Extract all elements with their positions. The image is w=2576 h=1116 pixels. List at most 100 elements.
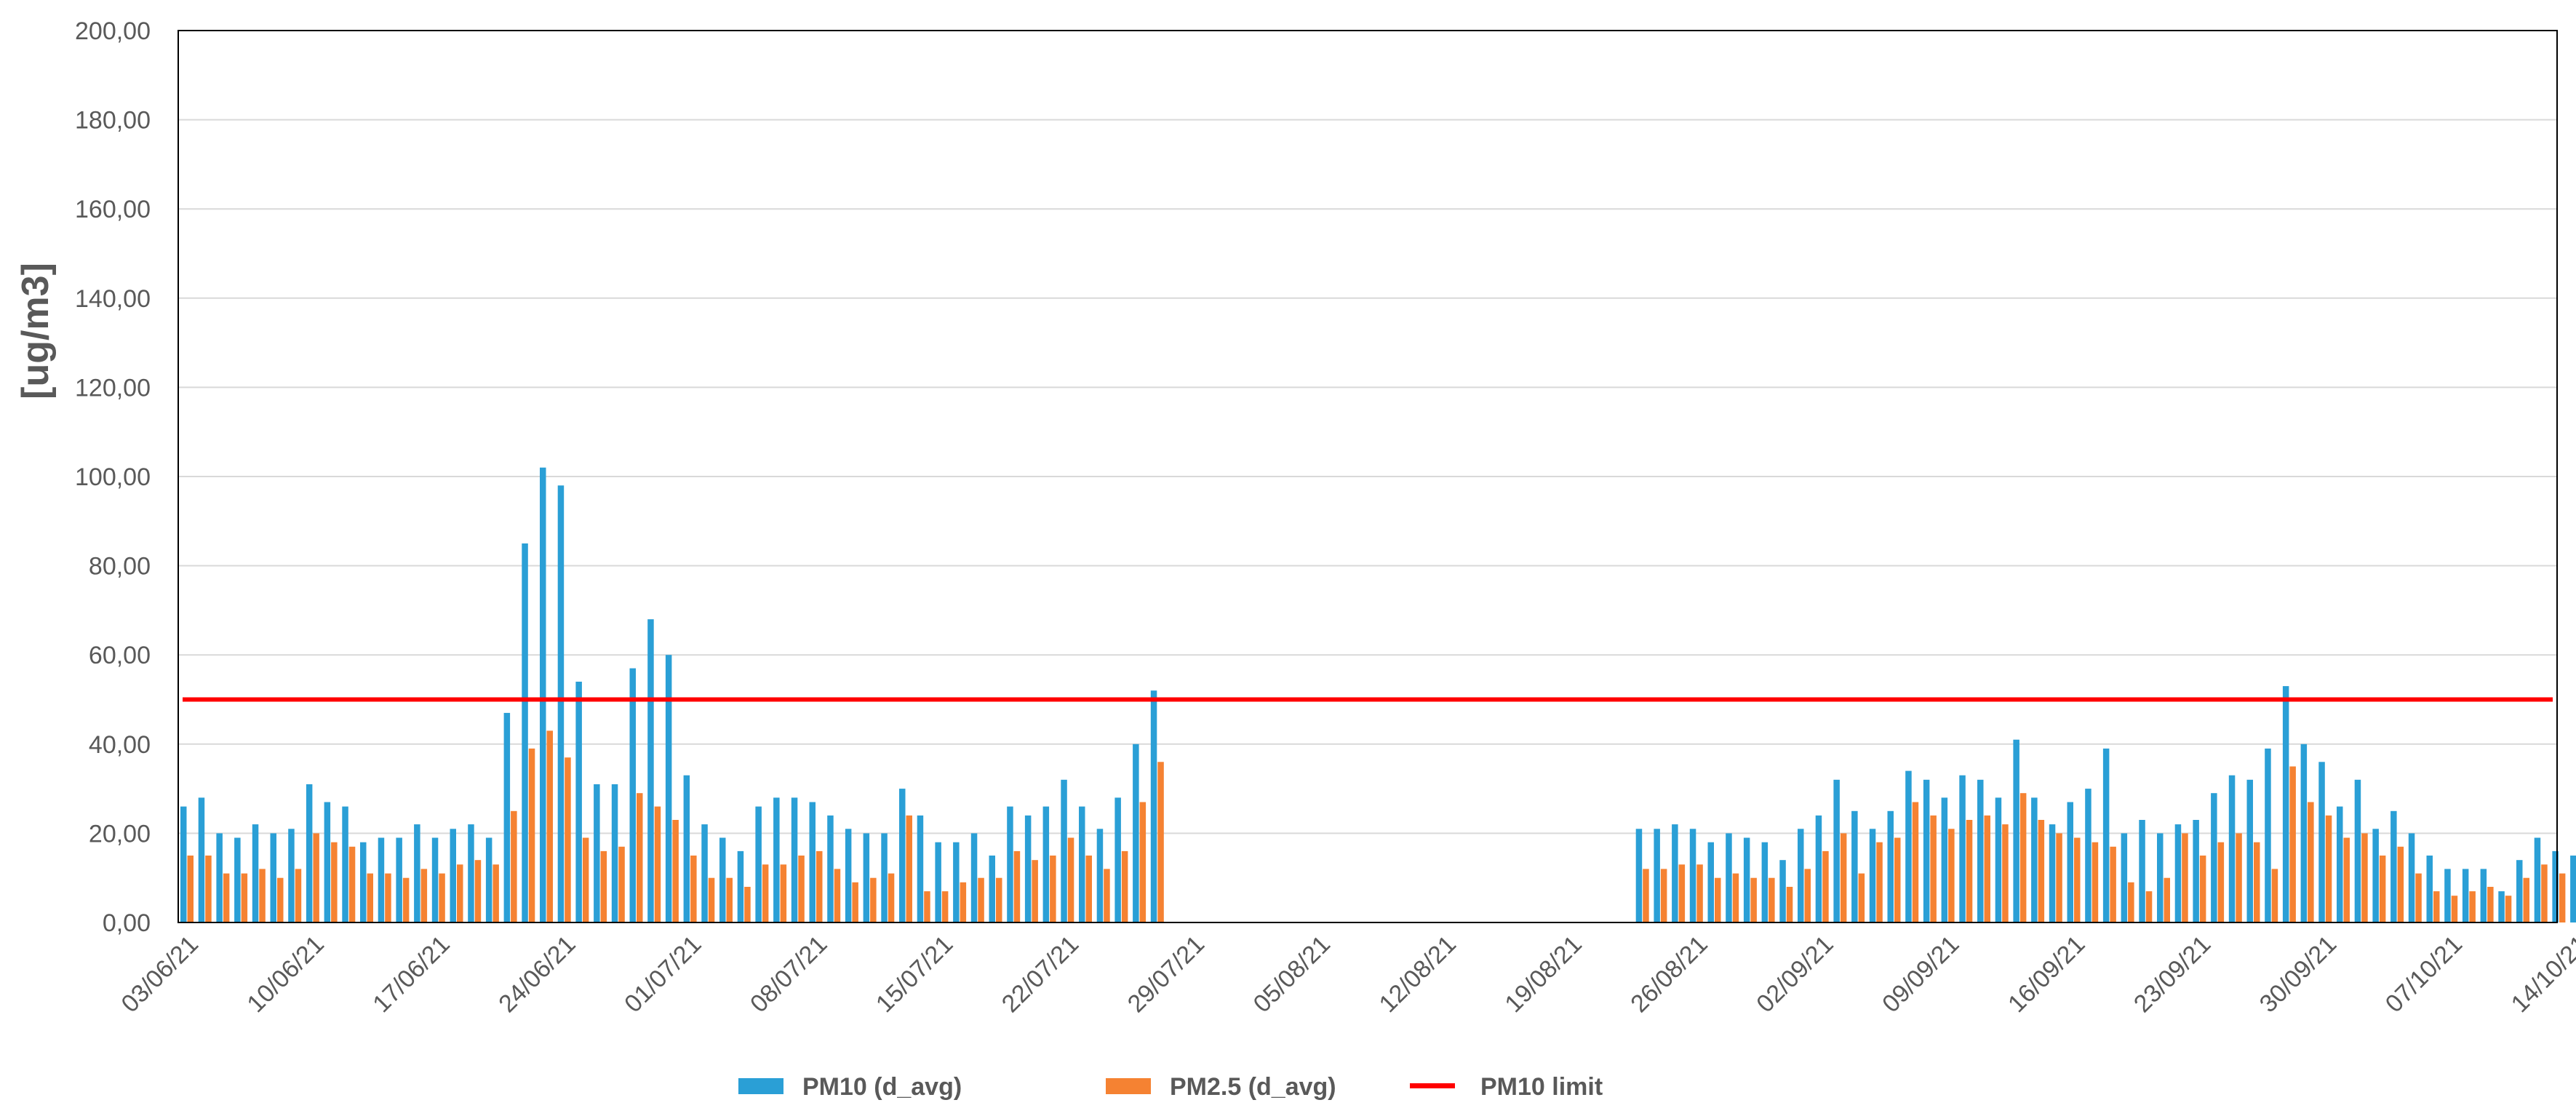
bar-pm10 xyxy=(647,619,654,922)
bar-pm10 xyxy=(2390,810,2397,923)
bar-pm10 xyxy=(1114,797,1121,922)
bar-pm25 xyxy=(223,873,230,922)
bar-pm25 xyxy=(187,856,194,922)
bar-pm10 xyxy=(252,824,259,922)
bar-pm25 xyxy=(834,869,841,922)
bar-pm10 xyxy=(863,833,870,922)
bar-pm10 xyxy=(1635,829,1643,922)
bar-pm10 xyxy=(2426,856,2433,922)
bar-pm10 xyxy=(611,784,618,922)
bar-pm25 xyxy=(2019,793,2027,922)
bar-pm10 xyxy=(2013,739,2019,922)
bar-pm25 xyxy=(565,757,571,922)
bar-pm25 xyxy=(2505,896,2512,922)
bar-pm10 xyxy=(234,837,241,922)
bar-pm25 xyxy=(348,846,356,922)
bar-pm25 xyxy=(2145,891,2153,922)
bar-pm10 xyxy=(2337,806,2343,922)
bar-pm25 xyxy=(2271,869,2278,922)
bar-pm10 xyxy=(1959,775,1966,922)
bar-pm10 xyxy=(2049,824,2056,922)
bar-pm10 xyxy=(1726,833,1732,922)
x-tick-label: 16/09/21 xyxy=(2003,930,2090,1018)
bar-pm25 xyxy=(439,873,445,922)
bar-pm25 xyxy=(906,815,912,922)
bar-pm10 xyxy=(198,797,205,922)
x-tick-label: 19/08/21 xyxy=(1499,930,1587,1018)
x-axis-tick-labels: 03/06/21 10/06/21 17/06/21 24/06/21 01/07/21… xyxy=(116,930,2576,1018)
gridlines xyxy=(178,119,2557,834)
bar-pm10 xyxy=(288,829,295,922)
bar-pm25 xyxy=(1858,873,1865,922)
bar-pm10 xyxy=(2480,869,2487,922)
bar-pm10 xyxy=(1654,829,1660,922)
bar-pm10 xyxy=(342,806,348,922)
bar-pm25 xyxy=(637,793,643,922)
bar-pm25 xyxy=(1822,850,1829,922)
bar-pm25 xyxy=(1804,869,1811,922)
bar-pm25 xyxy=(618,846,625,922)
bar-pm10 xyxy=(2085,789,2091,922)
bar-pm25 xyxy=(870,877,877,922)
bars xyxy=(180,467,2576,923)
bar-pm25 xyxy=(420,869,428,922)
bar-pm25 xyxy=(277,877,284,922)
x-tick-label: 23/09/21 xyxy=(2129,930,2216,1018)
bar-pm25 xyxy=(331,842,338,922)
x-tick-label: 14/10/21 xyxy=(2506,930,2576,1018)
bar-pm25 xyxy=(2308,802,2314,922)
bar-pm10 xyxy=(2246,779,2253,922)
bar-pm25 xyxy=(528,748,535,922)
bar-pm10 xyxy=(2157,833,2164,922)
bar-pm10 xyxy=(360,842,367,922)
legend-swatch-pm25 xyxy=(1106,1078,1151,1094)
y-tick-label: 180,00 xyxy=(75,107,151,135)
bar-pm10 xyxy=(450,829,456,922)
bar-pm10 xyxy=(468,824,474,922)
bar-pm10 xyxy=(1150,690,1157,922)
bar-pm25 xyxy=(654,806,661,922)
bar-pm25 xyxy=(2217,842,2225,922)
bar-pm10 xyxy=(2516,860,2523,922)
legend-label-pm25: PM2.5 (d_avg) xyxy=(1170,1073,1336,1101)
x-tick-label: 09/09/21 xyxy=(1877,930,1964,1018)
bar-pm25 xyxy=(2523,877,2529,922)
bar-pm25 xyxy=(1876,842,1883,922)
bar-pm25 xyxy=(1966,820,1973,922)
bar-pm25 xyxy=(1678,864,1686,922)
bar-pm10 xyxy=(594,784,600,922)
x-tick-label: 07/10/21 xyxy=(2380,930,2468,1018)
bar-pm10 xyxy=(270,833,276,922)
bar-pm25 xyxy=(2559,873,2566,922)
x-tick-label: 10/06/21 xyxy=(242,930,329,1018)
legend: PM10 (d_avg) PM2.5 (d_avg) PM10 limit xyxy=(738,1073,1603,1101)
bar-pm10 xyxy=(845,829,852,922)
bar-pm10 xyxy=(827,815,834,922)
bar-pm10 xyxy=(557,485,565,922)
bar-pm10 xyxy=(2102,748,2110,922)
bar-pm25 xyxy=(2254,842,2260,922)
bar-pm10 xyxy=(917,815,924,922)
bar-pm10 xyxy=(1761,842,1768,922)
bar-pm10 xyxy=(629,668,636,922)
x-tick-label: 03/06/21 xyxy=(116,930,204,1018)
bar-pm25 xyxy=(313,833,319,922)
bar-pm10 xyxy=(2498,891,2505,922)
bar-pm25 xyxy=(2451,896,2458,922)
bar-pm10 xyxy=(485,837,493,922)
bar-pm10 xyxy=(2174,824,2182,922)
bar-pm10 xyxy=(1779,860,1786,922)
bar-pm25 xyxy=(2091,842,2099,922)
bar-pm10 xyxy=(1096,829,1104,922)
bar-pm25 xyxy=(2056,833,2062,922)
bar-pm25 xyxy=(1984,815,1990,922)
bar-pm25 xyxy=(1696,864,1703,922)
bar-pm25 xyxy=(2289,766,2296,922)
bar-pm10 xyxy=(1061,779,1067,922)
legend-label-pm10: PM10 (d_avg) xyxy=(802,1073,962,1101)
bar-pm25 xyxy=(1660,869,1667,922)
bar-pm10 xyxy=(306,784,313,922)
bar-pm10 xyxy=(1977,779,1984,922)
bar-pm25 xyxy=(1732,873,1739,922)
bar-pm25 xyxy=(2433,891,2440,922)
